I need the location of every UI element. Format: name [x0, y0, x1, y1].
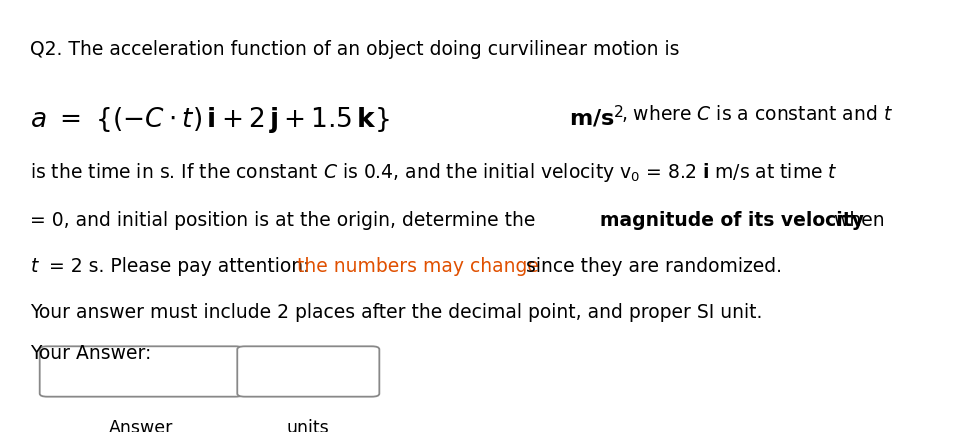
Text: magnitude of its velocity: magnitude of its velocity	[600, 211, 864, 230]
Text: Your answer must include 2 places after the decimal point, and proper SI unit.: Your answer must include 2 places after …	[31, 303, 762, 322]
Text: = 2 s. Please pay attention:: = 2 s. Please pay attention:	[49, 257, 316, 276]
Text: = 0, and initial position is at the origin, determine the: = 0, and initial position is at the orig…	[31, 211, 541, 230]
Text: since they are randomized.: since they are randomized.	[520, 257, 782, 276]
Text: units: units	[287, 419, 329, 432]
Text: Q2. The acceleration function of an object doing curvilinear motion is: Q2. The acceleration function of an obje…	[31, 40, 680, 59]
FancyBboxPatch shape	[39, 346, 243, 397]
Text: the numbers may change: the numbers may change	[297, 257, 539, 276]
Text: Answer: Answer	[109, 419, 174, 432]
Text: Your Answer:: Your Answer:	[31, 343, 152, 362]
Text: m/s$^2$: m/s$^2$	[569, 103, 624, 130]
Text: when: when	[828, 211, 885, 230]
FancyBboxPatch shape	[237, 346, 379, 397]
Text: is the time in s. If the constant $C$ is 0.4, and the initial velocity v$_0$ = 8: is the time in s. If the constant $C$ is…	[31, 161, 838, 184]
Text: , where $C$ is a constant and $t$: , where $C$ is a constant and $t$	[621, 103, 893, 124]
Text: $a\ =\ \{(-C \cdot t)\,\mathbf{i} + 2\,\mathbf{j} + 1.5\,\mathbf{k}\}$: $a\ =\ \{(-C \cdot t)\,\mathbf{i} + 2\,\…	[31, 105, 391, 135]
Text: $t$: $t$	[31, 257, 40, 276]
